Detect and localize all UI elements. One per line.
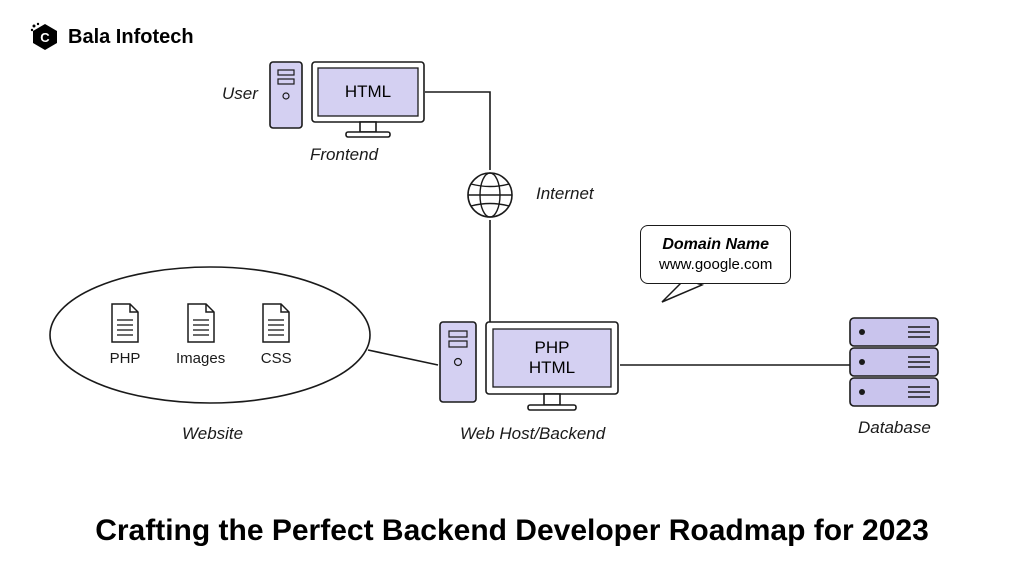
file-caption: Images bbox=[176, 350, 225, 367]
label-internet: Internet bbox=[536, 184, 594, 204]
file-item: PHP bbox=[108, 302, 142, 367]
label-webhost: Web Host/Backend bbox=[460, 424, 605, 444]
label-frontend: Frontend bbox=[310, 145, 378, 165]
page-title: Crafting the Perfect Backend Developer R… bbox=[0, 514, 1024, 548]
database-server-icon bbox=[850, 318, 938, 406]
pc-tower-icon bbox=[270, 62, 302, 128]
brand-logo: C Bala Infotech bbox=[30, 22, 194, 52]
label-website: Website bbox=[182, 424, 243, 444]
backend-monitor-text: PHP HTML bbox=[493, 338, 611, 378]
file-item: Images bbox=[176, 302, 225, 367]
brand-name: Bala Infotech bbox=[68, 26, 194, 49]
connectors bbox=[0, 0, 1024, 576]
file-icon bbox=[108, 302, 142, 344]
website-files: PHP Images CSS bbox=[108, 302, 293, 367]
file-caption: PHP bbox=[110, 350, 141, 367]
globe-icon bbox=[468, 173, 512, 217]
diagram-stage: C Bala Infotech HTML PHP HTML User Front… bbox=[0, 0, 1024, 576]
file-icon bbox=[259, 302, 293, 344]
label-user: User bbox=[222, 84, 258, 104]
file-caption: CSS bbox=[261, 350, 292, 367]
frontend-monitor-text: HTML bbox=[318, 82, 418, 102]
file-item: CSS bbox=[259, 302, 293, 367]
bubble-sub: www.google.com bbox=[659, 256, 772, 273]
domain-bubble: Domain Name www.google.com bbox=[640, 225, 791, 284]
file-icon bbox=[184, 302, 218, 344]
pc-tower-icon bbox=[440, 322, 476, 402]
logo-icon: C bbox=[30, 22, 60, 52]
label-database: Database bbox=[858, 418, 931, 438]
bubble-title: Domain Name bbox=[659, 236, 772, 254]
svg-text:C: C bbox=[40, 30, 50, 45]
